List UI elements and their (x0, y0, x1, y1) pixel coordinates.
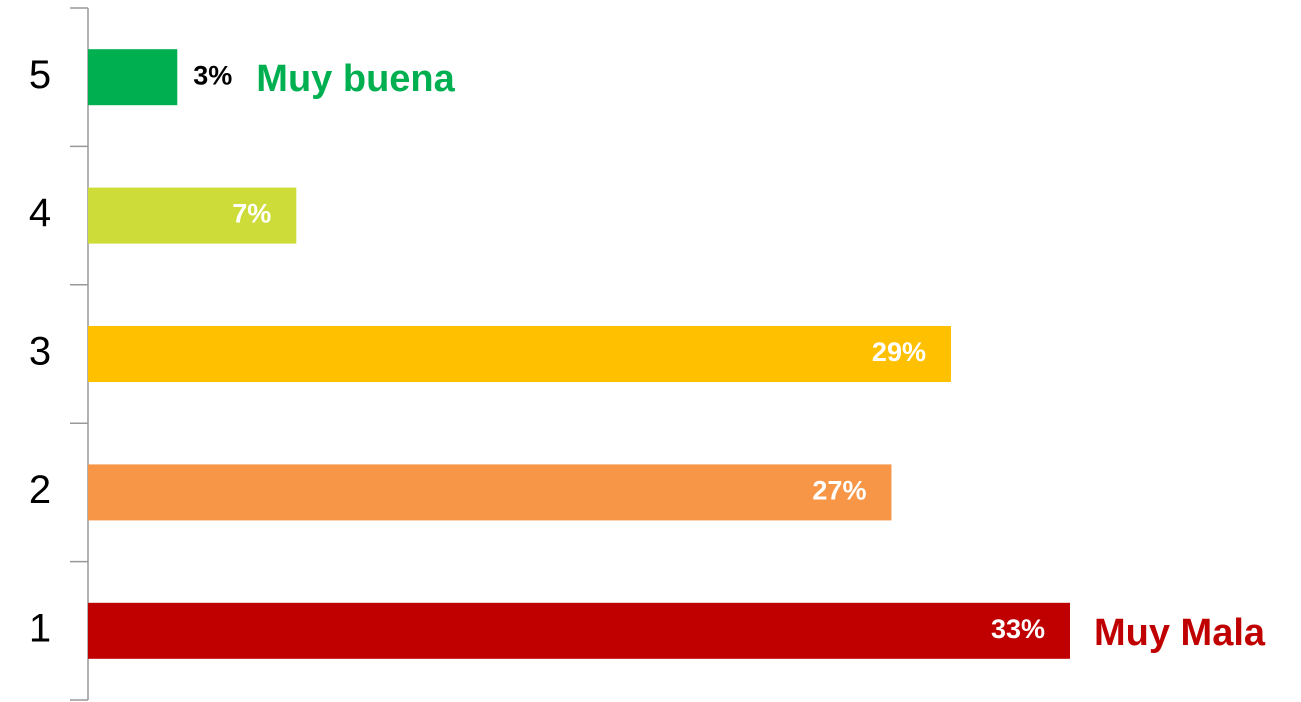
annotation: Muy Mala (1094, 612, 1266, 654)
bar (88, 326, 951, 382)
data-label: 7% (232, 199, 271, 229)
y-tick-label: 3 (29, 330, 51, 374)
data-label: 33% (991, 614, 1045, 644)
bar (88, 49, 178, 106)
data-label: 29% (872, 337, 926, 367)
y-tick-label: 5 (29, 53, 51, 97)
bar (88, 602, 1070, 659)
data-label: 27% (812, 476, 866, 506)
bar (88, 464, 892, 521)
y-tick-label: 1 (29, 606, 51, 650)
y-tick-label: 4 (29, 191, 51, 235)
y-tick-label: 2 (29, 468, 51, 512)
annotation: Muy buena (256, 58, 455, 100)
data-label: 3% (193, 60, 232, 90)
bar (88, 187, 297, 244)
